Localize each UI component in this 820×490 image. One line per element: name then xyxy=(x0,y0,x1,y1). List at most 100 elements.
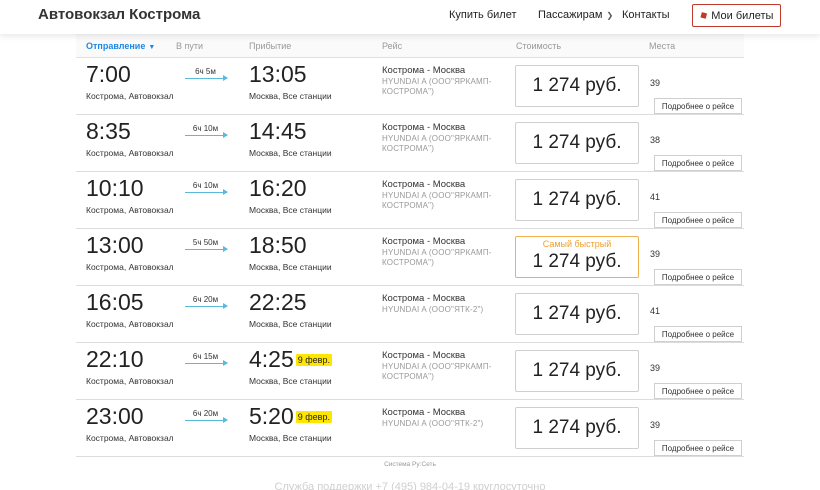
trip-row[interactable]: 8:35 Кострома, Автовокзал 6ч 10м 14:45 Москв… xyxy=(76,115,744,172)
trip-list: 7:00 Кострома, Автовокзал 6ч 5м 13:05 Москва… xyxy=(76,58,744,457)
free-seats: 38 xyxy=(650,135,661,145)
arrival-time: 18:50 xyxy=(249,232,307,258)
arrival-time-wrap: 5:20 9 февр. xyxy=(249,403,332,430)
buy-price-button[interactable]: Самый быстрый 1 274 руб. xyxy=(515,236,639,278)
trip-duration: 6ч 20м xyxy=(192,409,219,418)
ticket-icon: ◆ xyxy=(697,8,710,23)
ticket-price: 1 274 руб. xyxy=(532,75,622,96)
departure-time: 7:00 xyxy=(86,61,131,87)
arrival-time: 16:20 xyxy=(249,175,307,201)
buy-price-button[interactable]: 1 274 руб. xyxy=(515,293,639,335)
col-route[interactable]: Рейс xyxy=(382,41,403,51)
trip-details-button[interactable]: Подробнее о рейсе xyxy=(654,326,742,342)
column-header: Отправление ▼ В пути Прибытие Рейс Стоимо… xyxy=(76,34,744,58)
route-name: Кострома - Москва xyxy=(382,350,466,361)
ticket-price: 1 274 руб. xyxy=(532,132,622,153)
arrow-right-icon xyxy=(185,246,228,252)
buy-price-button[interactable]: 1 274 руб. xyxy=(515,407,639,449)
buy-price-button[interactable]: 1 274 руб. xyxy=(515,350,639,392)
arrow-right-icon xyxy=(185,75,228,81)
system-credit[interactable]: Система Ру:Сеть xyxy=(384,461,436,468)
trip-details-button[interactable]: Подробнее о рейсе xyxy=(654,269,742,285)
buy-price-button[interactable]: 1 274 руб. xyxy=(515,122,639,164)
arrival-time: 13:05 xyxy=(249,61,307,87)
bus-info: HYUNDAI A (ООО"ЯРКАМП-КОСТРОМА") xyxy=(382,362,492,381)
arrival-place: Москва, Все станции xyxy=(249,148,332,158)
route-name: Кострома - Москва xyxy=(382,236,466,247)
ticket-price: 1 274 руб. xyxy=(532,360,622,381)
ticket-price: 1 274 руб. xyxy=(532,417,622,438)
nav-passengers-label: Пассажирам xyxy=(538,9,603,21)
arrival-place: Москва, Все станции xyxy=(249,433,332,443)
trip-row[interactable]: 22:10 Кострома, Автовокзал 6ч 15м 4:25 9 фев… xyxy=(76,343,744,400)
nav-passengers[interactable]: Пассажирам ❯ xyxy=(538,9,613,21)
trip-duration: 6ч 15м xyxy=(192,352,219,361)
free-seats: 39 xyxy=(650,249,661,259)
bus-info: HYUNDAI A (ООО"ЯРКАМП-КОСТРОМА") xyxy=(382,191,492,210)
departure-place: Кострома, Автовокзал xyxy=(86,91,174,101)
arrival-time-wrap: 13:05 xyxy=(249,61,307,88)
departure-time: 16:05 xyxy=(86,289,144,315)
trip-duration: 6ч 5м xyxy=(195,67,216,76)
arrival-place: Москва, Все станции xyxy=(249,319,332,329)
trip-details-button[interactable]: Подробнее о рейсе xyxy=(654,155,742,171)
my-tickets-label: Мои билеты xyxy=(711,9,774,22)
arrival-date-badge: 9 февр. xyxy=(295,354,332,366)
col-arrival[interactable]: Прибытие xyxy=(249,41,292,51)
departure-place: Кострома, Автовокзал xyxy=(86,433,174,443)
bus-info: HYUNDAI A (ООО"ЯТК-2") xyxy=(382,305,484,314)
chevron-down-icon: ▼ xyxy=(148,44,156,51)
trip-row[interactable]: 10:10 Кострома, Автовокзал 6ч 10м 16:20 Моск… xyxy=(76,172,744,229)
my-tickets-button[interactable]: ◆ Мои билеты xyxy=(692,4,781,27)
route-name: Кострома - Москва xyxy=(382,179,466,190)
arrow-right-icon xyxy=(185,360,228,366)
trip-duration: 6ч 20м xyxy=(192,295,219,304)
arrival-time-wrap: 4:25 9 февр. xyxy=(249,346,332,373)
site-brand[interactable]: Автовокзал Кострома xyxy=(38,6,201,23)
col-seats[interactable]: Места xyxy=(649,41,676,51)
ticket-price: 1 274 руб. xyxy=(532,251,622,272)
arrival-time-wrap: 16:20 xyxy=(249,175,307,202)
arrival-time: 14:45 xyxy=(249,118,307,144)
trip-details-button[interactable]: Подробнее о рейсе xyxy=(654,212,742,228)
arrival-place: Москва, Все станции xyxy=(249,91,332,101)
buy-price-button[interactable]: 1 274 руб. xyxy=(515,179,639,221)
top-header: Автовокзал Кострома Купить билет Пассажи… xyxy=(0,0,820,34)
bus-info: HYUNDAI A (ООО"ЯРКАМП-КОСТРОМА") xyxy=(382,77,492,96)
departure-place: Кострома, Автовокзал xyxy=(86,148,174,158)
ticket-price: 1 274 руб. xyxy=(532,303,622,324)
col-price[interactable]: Стоимость xyxy=(516,41,562,51)
departure-time: 23:00 xyxy=(86,403,144,429)
departure-time: 10:10 xyxy=(86,175,144,201)
trip-details-button[interactable]: Подробнее о рейсе xyxy=(654,383,742,399)
trip-duration: 6ч 10м xyxy=(192,124,219,133)
free-seats: 39 xyxy=(650,420,661,430)
free-seats: 41 xyxy=(650,192,661,202)
departure-time: 22:10 xyxy=(86,346,144,372)
arrival-date-badge: 9 февр. xyxy=(295,411,332,423)
departure-time: 13:00 xyxy=(86,232,144,258)
arrival-time: 4:25 xyxy=(249,346,294,372)
nav-contacts[interactable]: Контакты xyxy=(622,9,670,21)
free-seats: 41 xyxy=(650,306,661,316)
arrow-right-icon xyxy=(185,417,228,423)
buy-price-button[interactable]: 1 274 руб. xyxy=(515,65,639,107)
sort-departure[interactable]: Отправление ▼ xyxy=(86,41,155,51)
col-duration[interactable]: В пути xyxy=(176,41,204,51)
departure-place: Кострома, Автовокзал xyxy=(86,262,174,272)
free-seats: 39 xyxy=(650,78,661,88)
arrival-time-wrap: 14:45 xyxy=(249,118,307,145)
bus-info: HYUNDAI A (ООО"ЯТК-2") xyxy=(382,419,484,428)
trip-row[interactable]: 16:05 Кострома, Автовокзал 6ч 20м 22:25 Моск… xyxy=(76,286,744,343)
arrival-place: Москва, Все станции xyxy=(249,205,332,215)
trip-row[interactable]: 7:00 Кострома, Автовокзал 6ч 5м 13:05 Москва… xyxy=(76,58,744,115)
arrival-time: 5:20 xyxy=(249,403,294,429)
trip-row[interactable]: 13:00 Кострома, Автовокзал 5ч 50м 18:50 Моск… xyxy=(76,229,744,286)
trip-row[interactable]: 23:00 Кострома, Автовокзал 6ч 20м 5:20 9 фев… xyxy=(76,400,744,457)
trip-details-button[interactable]: Подробнее о рейсе xyxy=(654,440,742,456)
nav-buy-ticket[interactable]: Купить билет xyxy=(449,9,517,21)
trip-details-button[interactable]: Подробнее о рейсе xyxy=(654,98,742,114)
fastest-badge: Самый быстрый xyxy=(542,239,612,249)
bus-info: HYUNDAI A (ООО"ЯРКАМП-КОСТРОМА") xyxy=(382,134,492,153)
chevron-down-icon: ❯ xyxy=(606,11,614,20)
